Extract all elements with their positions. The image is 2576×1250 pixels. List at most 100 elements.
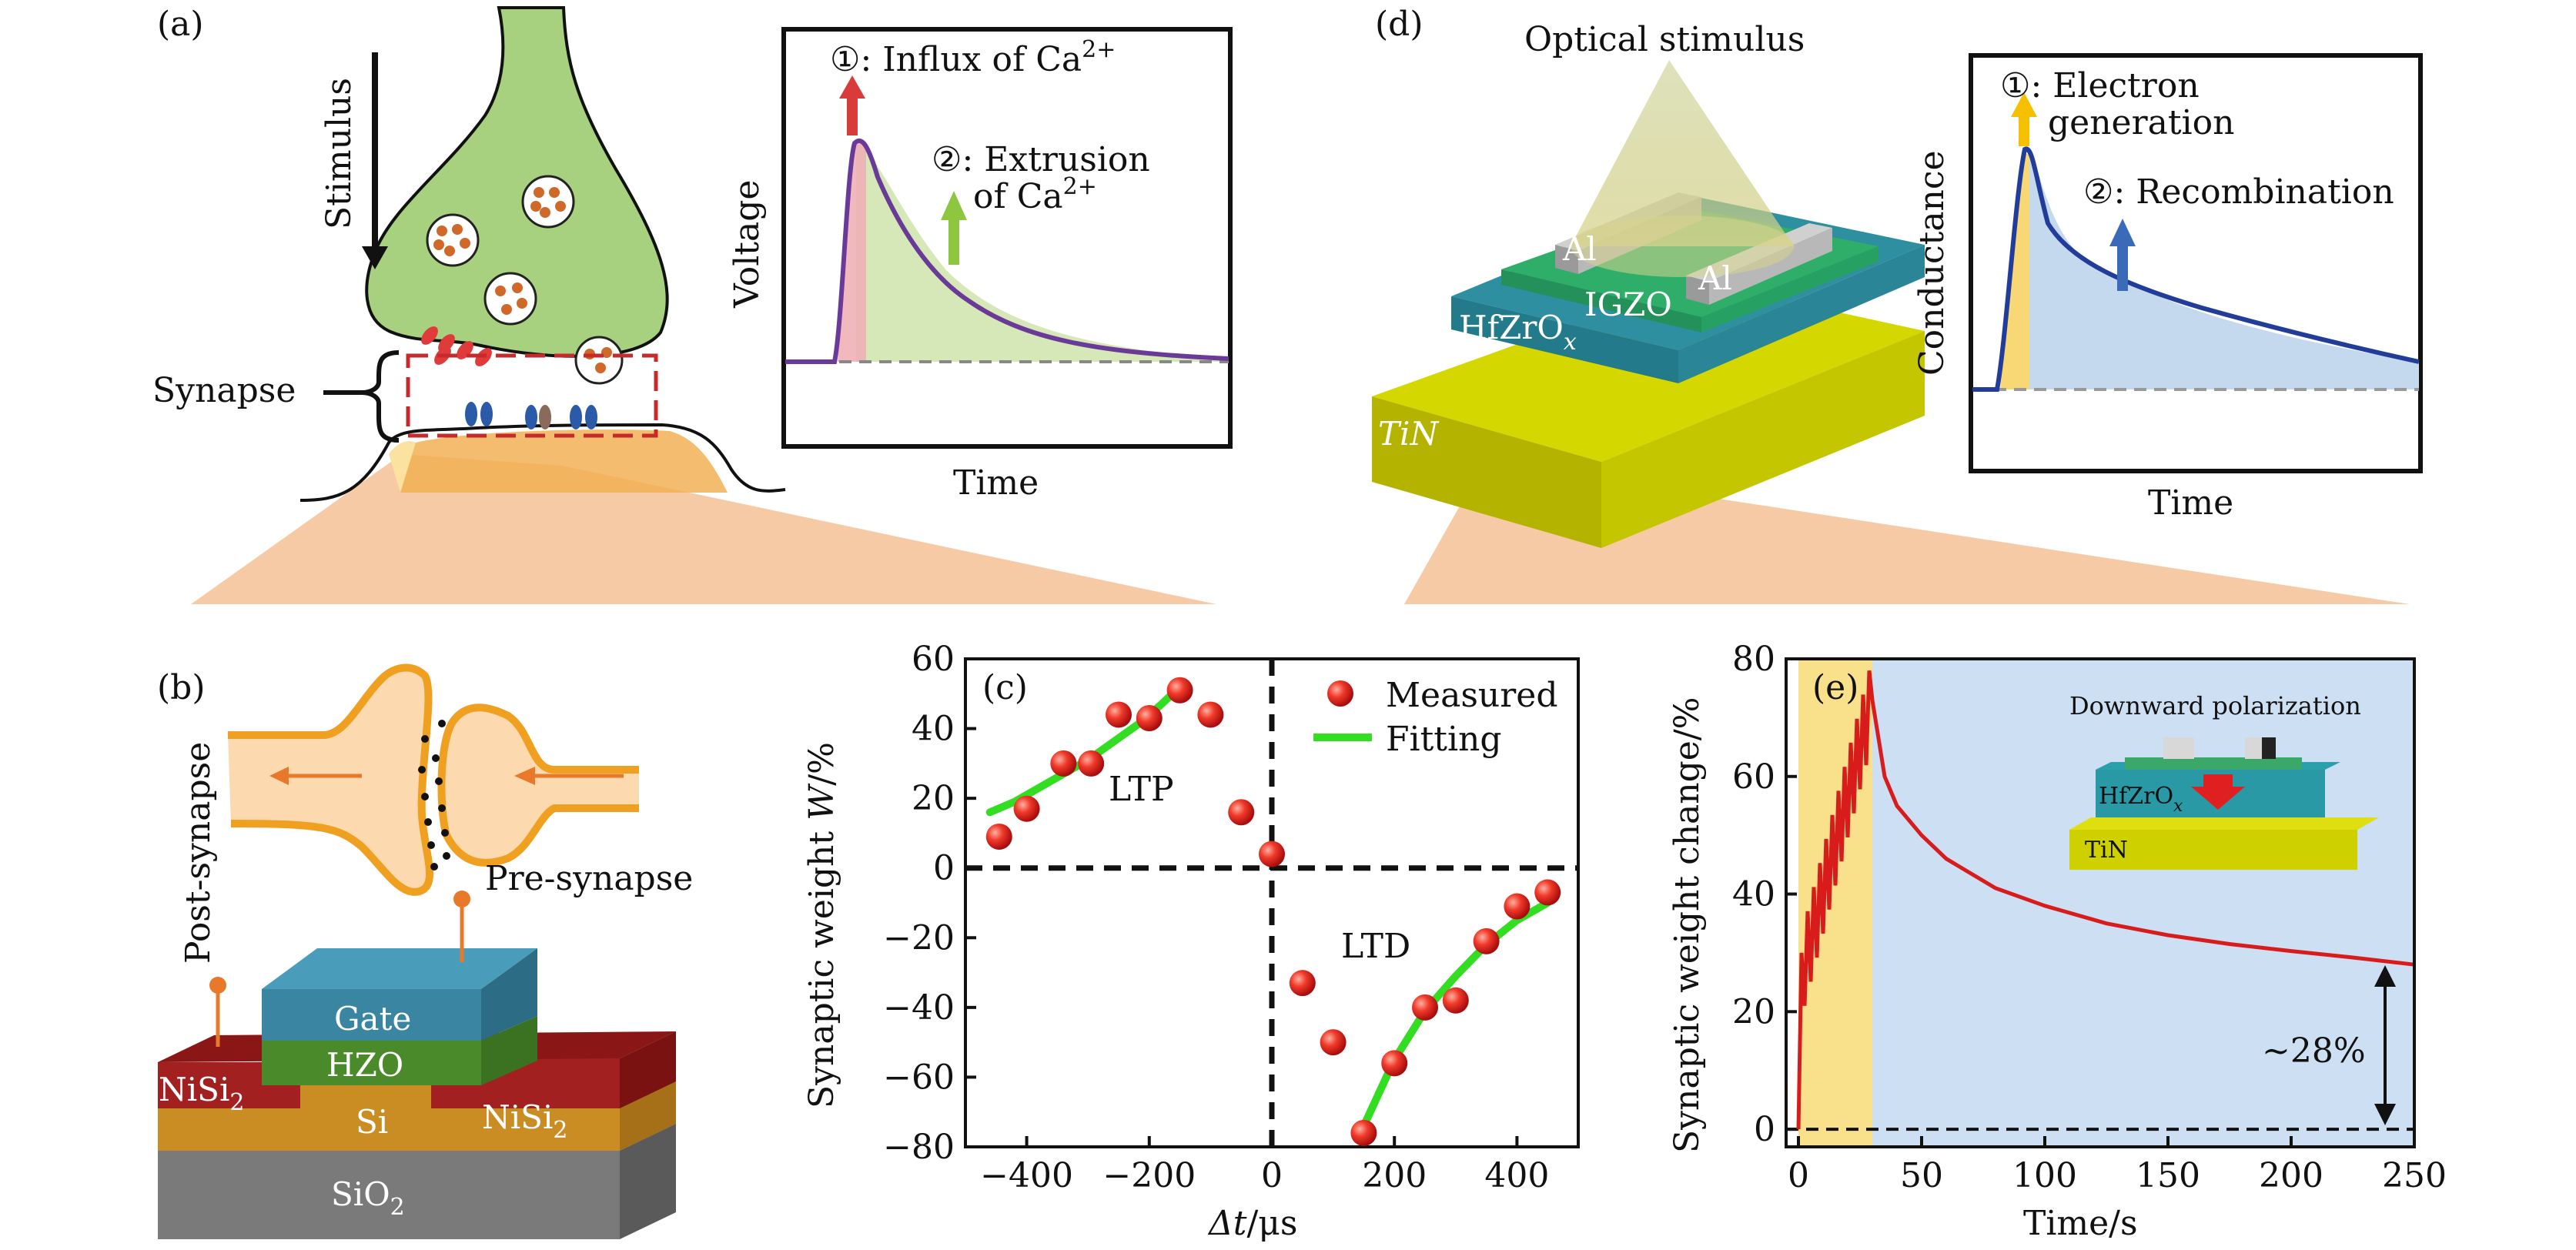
sio2-side: [620, 1124, 676, 1239]
inset-tin-front: [2069, 830, 2357, 870]
receptors: [465, 402, 597, 429]
igzo-front: [1501, 269, 1701, 333]
gate-top: [262, 948, 537, 989]
vesicle: [483, 272, 537, 326]
measured-point: [985, 823, 1012, 850]
stimulus-label: Stimulus: [319, 78, 359, 229]
x-tick-label: 150: [2136, 1156, 2200, 1195]
measured-point: [1106, 701, 1132, 728]
sio2-front: [158, 1151, 620, 1239]
post-probe: [209, 977, 226, 994]
conductance-ylabel: Conductance: [1912, 150, 1952, 376]
postsynaptic-fill: [397, 429, 728, 493]
polarization-inset: Downward polarization HfZrOx TiN: [2069, 691, 2379, 870]
igzo-side: [1701, 246, 1878, 333]
extrusion-label-line1: ②: Extrusion: [932, 140, 1150, 179]
ltd-label: LTD: [1341, 927, 1410, 966]
measured-point: [1473, 927, 1500, 954]
conductance-influx-fill: [2000, 154, 2029, 389]
measured-point: [1412, 994, 1438, 1021]
inset-hfzro-label: HfZrOx: [2099, 783, 2183, 816]
sio2-label: SiO2: [331, 1175, 405, 1221]
electron-generation-label-1: ①: Electron: [2000, 66, 2200, 105]
y-tick-label: 40: [912, 710, 955, 749]
si-label: Si: [356, 1103, 388, 1141]
electron-generation-arrow: [2019, 115, 2029, 146]
vesicles: [426, 175, 624, 385]
panel-d: (d) Optical stimulus Al Al IGZO HfZrOx T…: [1372, 5, 2423, 604]
post-synapse-shape: [228, 663, 433, 896]
voltage-decay-fill: [856, 142, 1229, 362]
gate-label: Gate: [334, 1000, 411, 1038]
hzo-front: [262, 1041, 481, 1085]
panel-c-label: (c): [982, 668, 1028, 707]
legend-fitting-label: Fitting: [1386, 720, 1502, 759]
measured-point: [1534, 879, 1561, 906]
panel-d-label: (d): [1375, 5, 1423, 44]
weight-change-curve: [1796, 670, 2415, 1130]
x-tick-label: 250: [2382, 1156, 2447, 1195]
electron-generation-label-2: generation: [2048, 103, 2234, 142]
calcium-channels: [421, 326, 492, 366]
conductance-xlabel: Time: [2148, 483, 2233, 523]
x-tick-label: 400: [1484, 1156, 1549, 1195]
al-right-label: Al: [1698, 259, 1732, 297]
x-tick-label: 200: [1362, 1156, 1427, 1195]
nisi-side: [620, 1031, 676, 1108]
x-tick-label: 50: [1900, 1156, 1943, 1195]
measured-point: [1350, 1119, 1377, 1146]
x-tick-label: −400: [980, 1156, 1073, 1195]
y-tick-label: −80: [883, 1128, 955, 1167]
measured-point: [1050, 750, 1077, 777]
y-tick-label: 20: [1732, 992, 1775, 1031]
influx-arrow: [847, 97, 858, 135]
voltage-ylabel: Voltage: [728, 180, 767, 309]
measured-point: [1504, 893, 1531, 920]
x-tick-label: 0: [1261, 1156, 1283, 1195]
tin-label: TiN: [1378, 415, 1439, 453]
inset-tin-label: TiN: [2085, 837, 2128, 864]
nisi-right-label: NiSi2: [482, 1098, 567, 1144]
optical-cone: [1571, 60, 1794, 246]
measured-point: [1259, 841, 1285, 867]
synapse-highlight-box: [406, 353, 658, 438]
y-tick-label: 60: [1732, 757, 1775, 797]
chart-e-ylabel: Synaptic weight change/%: [1668, 697, 1707, 1153]
y-tick-label: 80: [1732, 640, 1775, 679]
x-tick-label: 0: [1788, 1156, 1809, 1195]
igzo-label: IGZO: [1584, 286, 1672, 323]
y-tick-label: −40: [883, 988, 955, 1028]
y-tick-label: 40: [1732, 875, 1775, 914]
chart-e-axes: 0 50 100 150 200 250 0 20 40 60 80: [1732, 640, 2447, 1195]
recombination-label: ②: Recombination: [2083, 172, 2394, 212]
x-tick-label: 200: [2259, 1156, 2323, 1195]
y-tick-label: −60: [883, 1058, 955, 1097]
inset-electrode-left: [2163, 737, 2194, 759]
conductance-trace: [1972, 146, 2420, 392]
panel-e: 0 50 100 150 200 250 0 20 40 60 80 (e) Downward po…: [1668, 640, 2447, 1243]
relaxation-window: [1872, 659, 2414, 1147]
pre-synapse-shape: [437, 704, 639, 867]
measured-point: [1166, 677, 1193, 704]
conductance-decay-fill: [2029, 151, 2419, 389]
panel-b: (b) Post-synapse Pre-synapse: [157, 663, 693, 1239]
tin-front: [1372, 396, 1601, 548]
panel-a-label: (a): [157, 5, 204, 44]
polarization-arrow: [2191, 774, 2245, 810]
conductance-inset: ①: Electron generation ②: Recombination …: [1912, 53, 2423, 523]
extrusion-label-line2: of Ca2+: [973, 173, 1097, 216]
voltage-inset: ①: Influx of Ca2+ ②: Extrusion of Ca2+ V…: [728, 27, 1233, 503]
vesicle: [521, 175, 575, 229]
legend-measured-label: Measured: [1386, 676, 1557, 715]
x-tick-label: 100: [2012, 1156, 2077, 1195]
hzo-side: [481, 1016, 537, 1085]
hfzro-side: [1678, 245, 1925, 383]
retention-annotation: ~28%: [2262, 1031, 2366, 1071]
ltp-label: LTP: [1109, 770, 1174, 809]
voltage-xlabel: Time: [953, 463, 1039, 503]
synapse-label: Synapse: [152, 371, 296, 410]
chart-c-xlabel: Δt/μs: [1207, 1204, 1297, 1243]
gate-side: [481, 948, 537, 1041]
measured-point: [1228, 799, 1255, 826]
y-tick-label: 20: [912, 779, 955, 818]
